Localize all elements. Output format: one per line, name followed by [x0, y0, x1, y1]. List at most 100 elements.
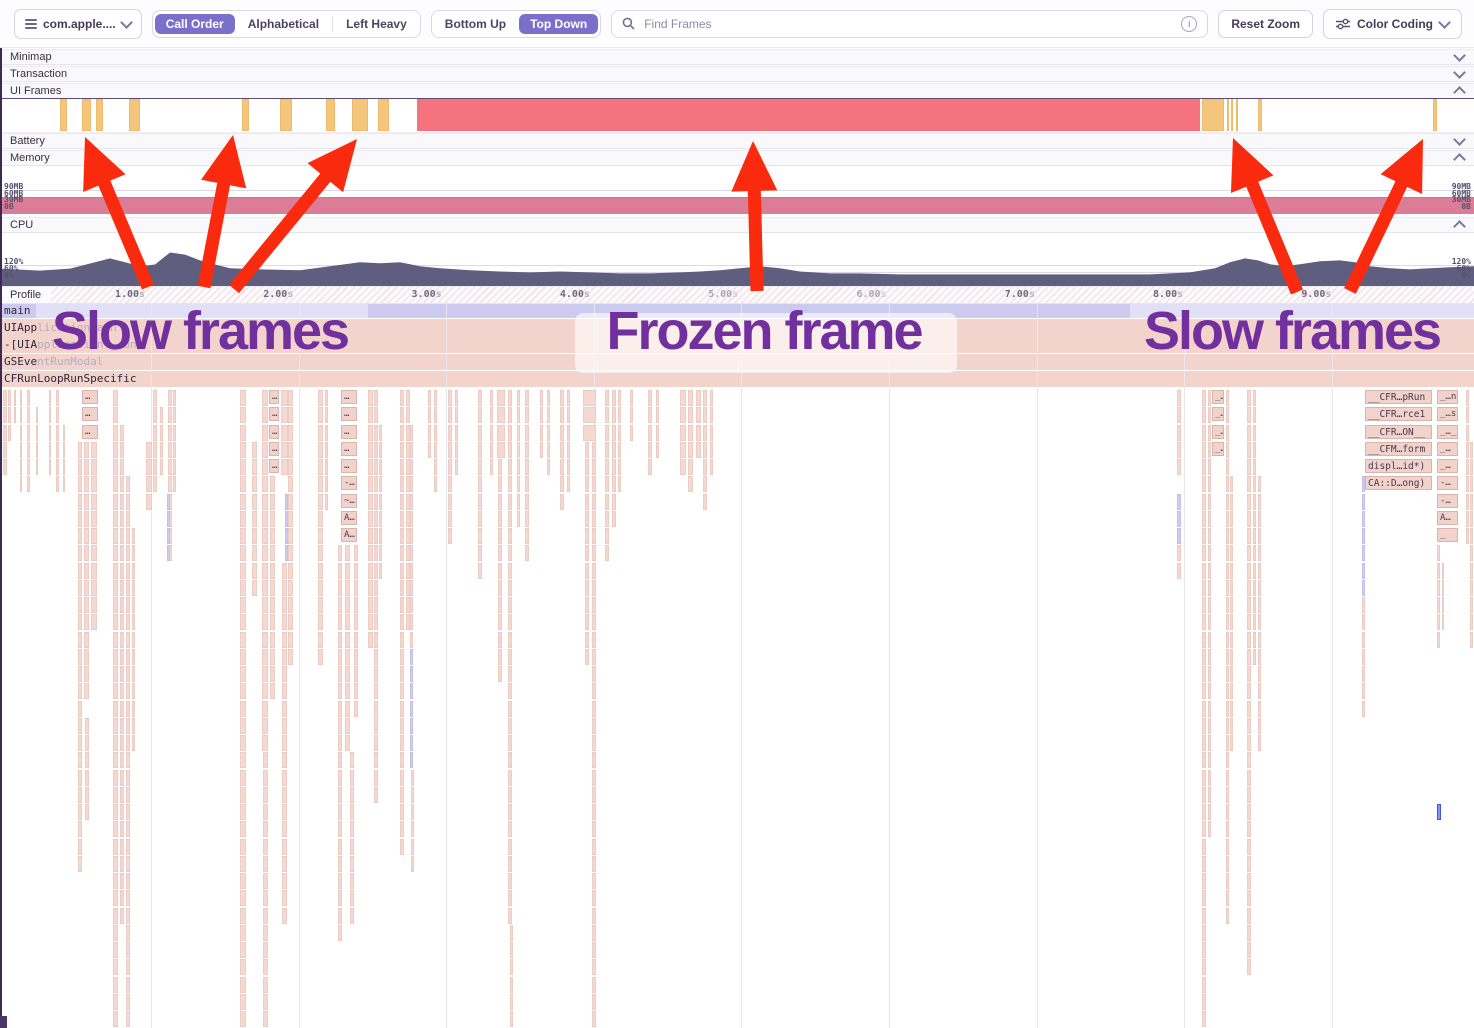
flame-cell[interactable]: [113, 890, 118, 907]
flame-cell[interactable]: [648, 407, 652, 424]
flame-cell[interactable]: [318, 614, 323, 631]
flame-cell[interactable]: [1202, 579, 1206, 596]
flame-cell[interactable]: [1247, 735, 1251, 752]
flame-cell[interactable]: [20, 390, 22, 407]
flame-cell[interactable]: [240, 441, 246, 458]
flame-cell[interactable]: [592, 838, 596, 855]
flame-cell[interactable]: [1202, 493, 1206, 510]
flame-cell[interactable]: [508, 666, 512, 683]
search-input[interactable]: [642, 15, 1175, 32]
flame-cell[interactable]: [325, 493, 328, 510]
flame-cell-labeled[interactable]: …: [341, 424, 357, 439]
flame-cell[interactable]: [113, 545, 118, 562]
flame-cell[interactable]: [547, 407, 550, 424]
flame-cell[interactable]: [282, 579, 287, 596]
flame-cell[interactable]: [688, 441, 693, 458]
flame-cell[interactable]: [1208, 804, 1211, 821]
flame-cell[interactable]: [1202, 390, 1206, 407]
flame-cell[interactable]: [113, 597, 118, 614]
flame-cell[interactable]: [173, 424, 176, 441]
flame-cell[interactable]: [240, 528, 246, 545]
flame-cell[interactable]: [508, 804, 512, 821]
flame-cell[interactable]: [374, 476, 378, 493]
flame-cell-labeled[interactable]: …: [269, 407, 279, 422]
flame-cell[interactable]: [262, 735, 268, 752]
flame-cell[interactable]: [120, 752, 124, 769]
flame-cell-labeled[interactable]: _…: [1437, 459, 1458, 474]
flame-cell[interactable]: [585, 545, 589, 562]
flame-cell-labeled[interactable]: _: [1437, 528, 1458, 543]
flame-cell[interactable]: [262, 424, 268, 441]
flame-cell[interactable]: [282, 735, 287, 752]
flame-cell[interactable]: [63, 424, 65, 441]
flame-cell[interactable]: [132, 717, 135, 734]
flame-cell[interactable]: [345, 735, 350, 752]
flame-cell[interactable]: [410, 735, 413, 752]
flame-cell[interactable]: [374, 648, 378, 665]
flame-cell[interactable]: [1226, 614, 1229, 631]
flame-cell[interactable]: [240, 459, 246, 476]
flame-cell[interactable]: [84, 441, 89, 458]
flame-cell-labeled[interactable]: A…: [341, 528, 357, 543]
flame-cell[interactable]: [1247, 597, 1251, 614]
flame-cell[interactable]: [1247, 873, 1251, 890]
flame-cell[interactable]: [240, 786, 246, 803]
flame-cell[interactable]: [1177, 390, 1181, 407]
flame-cell[interactable]: [400, 614, 404, 631]
flame-cell[interactable]: [146, 476, 152, 493]
flame-cell[interactable]: [1253, 390, 1256, 407]
flame-cell[interactable]: [126, 769, 130, 786]
flame-cell[interactable]: [592, 614, 596, 631]
flame-cell[interactable]: [1437, 545, 1440, 562]
flame-cell[interactable]: [338, 700, 342, 717]
flame-cell[interactable]: [78, 648, 82, 665]
flame-cell[interactable]: [36, 424, 38, 441]
flame-cell[interactable]: [374, 769, 378, 786]
flame-cell[interactable]: [167, 528, 170, 545]
flame-cell[interactable]: [318, 648, 323, 665]
flame-cell[interactable]: [1226, 648, 1229, 665]
flame-cell[interactable]: [400, 735, 404, 752]
flame-cell[interactable]: [173, 441, 176, 458]
flame-cell[interactable]: [240, 735, 246, 752]
flame-cell[interactable]: [1253, 493, 1256, 510]
flame-cell[interactable]: [680, 459, 686, 476]
flame-cell[interactable]: [20, 459, 22, 476]
flame-cell[interactable]: [126, 528, 130, 545]
flame-cell[interactable]: [605, 424, 609, 441]
flame-cell[interactable]: [1258, 545, 1261, 562]
flame-cell[interactable]: [263, 890, 268, 907]
flame-cell[interactable]: [91, 579, 97, 596]
flame-cell[interactable]: [1202, 993, 1206, 1010]
flame-cell[interactable]: [1258, 614, 1261, 631]
flame-cell[interactable]: [560, 424, 564, 441]
flame-cell[interactable]: [126, 510, 130, 527]
flame-cell[interactable]: [3, 424, 7, 441]
flame-cell[interactable]: [1362, 562, 1365, 579]
flame-cell[interactable]: [1202, 407, 1206, 424]
flame-cell[interactable]: [592, 855, 596, 872]
flame-cell[interactable]: [240, 476, 246, 493]
flame-cell[interactable]: [78, 752, 82, 769]
flame-cell[interactable]: [1247, 752, 1251, 769]
flame-cell[interactable]: [605, 459, 609, 476]
thread-selector-dropdown[interactable]: com.apple....: [14, 8, 142, 39]
flame-cell[interactable]: [338, 614, 342, 631]
flame-cell[interactable]: [498, 597, 502, 614]
flame-cell[interactable]: [592, 648, 596, 665]
flame-cell[interactable]: [240, 648, 246, 665]
flame-cell[interactable]: [282, 666, 287, 683]
flame-cell[interactable]: [270, 476, 275, 493]
flame-cell[interactable]: [592, 700, 596, 717]
flame-cell[interactable]: [20, 441, 22, 458]
flame-cell[interactable]: [113, 528, 118, 545]
profile-axis-row[interactable]: Profile 1.00s 2.00s 3.00s 4.00s 5.00s 6.00s 7.…: [0, 286, 1474, 304]
flame-cell[interactable]: [1202, 821, 1206, 838]
flame-cell[interactable]: [410, 459, 413, 476]
flame-cell[interactable]: [354, 683, 358, 700]
flame-cell[interactable]: [368, 424, 373, 441]
flame-cell[interactable]: [410, 666, 413, 683]
flame-cell[interactable]: [1362, 700, 1365, 717]
flame-cell[interactable]: [126, 838, 130, 855]
flame-cell[interactable]: [368, 562, 373, 579]
